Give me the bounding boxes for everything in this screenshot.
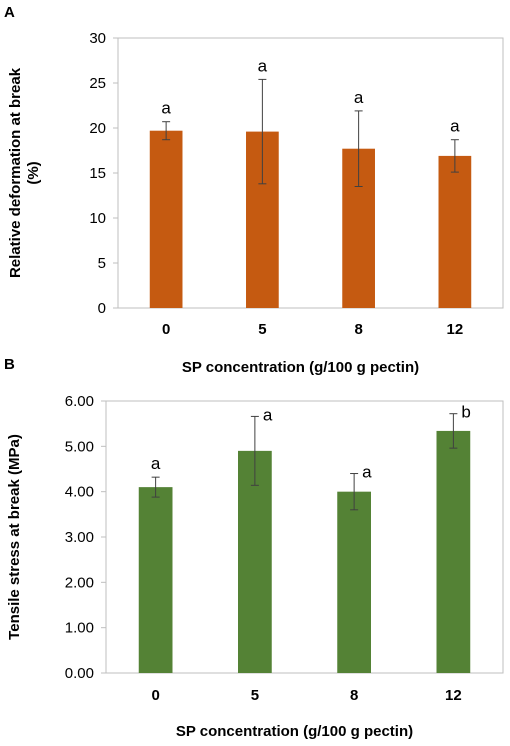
panel-b-x-axis-label: SP concentration (g/100 g pectin) bbox=[176, 723, 413, 740]
panel-a-y-tick-label: 5 bbox=[98, 255, 106, 272]
panel-letter-a: A bbox=[4, 4, 15, 21]
panel-b-y-tick-label: 2.00 bbox=[65, 574, 94, 591]
panel-b-x-tick-label-12: 12 bbox=[445, 687, 462, 704]
panel-a-error-bar-12 bbox=[450, 139, 459, 173]
panel-b-significance-12: b bbox=[461, 403, 470, 422]
panel-b-bar-12 bbox=[436, 430, 471, 673]
panel-a-x-axis-label: SP concentration (g/100 g pectin) bbox=[182, 359, 419, 376]
panel-a-y-axis-label: Relative deformation at break(%) bbox=[7, 67, 42, 278]
panel-a-bar-0 bbox=[149, 130, 183, 308]
panel-b-significance-0: a bbox=[151, 454, 161, 473]
panel-a-x-tick-label-5: 5 bbox=[258, 321, 266, 338]
panel-b-bar-5 bbox=[238, 450, 272, 673]
panel-b-significance-8: a bbox=[362, 463, 372, 482]
panel-a-y-tick-label: 25 bbox=[89, 75, 106, 92]
panel-a-x-tick-label-8: 8 bbox=[354, 321, 362, 338]
panel-a-chart: 0 5 10 15 20 25 30 a 0 a 5 a 8 a 12 SP concentration (g… bbox=[7, 30, 504, 376]
panel-a-error-bar-5 bbox=[258, 78, 267, 185]
panel-a-x-tick-label-12: 12 bbox=[447, 321, 464, 338]
panel-b-bar-8 bbox=[337, 491, 371, 673]
panel-a-y-tick-label: 15 bbox=[89, 165, 106, 182]
panel-b-x-tick-label-0: 0 bbox=[151, 687, 159, 704]
panel-b-significance-5: a bbox=[263, 405, 273, 424]
panel-a-y-tick-label: 20 bbox=[89, 120, 106, 137]
panel-b-y-tick-label: 1.00 bbox=[65, 620, 94, 637]
panel-a-y-tick-label: 30 bbox=[89, 30, 106, 47]
panel-a-significance-12: a bbox=[450, 117, 460, 136]
panel-letter-b: B bbox=[4, 356, 15, 373]
panel-b-chart: 0.00 1.00 2.00 3.00 4.00 5.00 6.00 a 0 a 5 a 8 b 12 SP … bbox=[6, 393, 504, 740]
panel-b-y-tick-label: 4.00 bbox=[65, 484, 94, 501]
panel-b-error-bar-0 bbox=[151, 476, 160, 498]
panel-b-y-axis-label: Tensile stress at break (MPa) bbox=[6, 434, 23, 640]
panel-a-x-tick-label-0: 0 bbox=[162, 321, 170, 338]
panel-b-bar-0 bbox=[138, 487, 173, 673]
panel-b-y-tick-label: 0.00 bbox=[65, 665, 94, 682]
panel-b-y-tick-label: 6.00 bbox=[65, 393, 94, 410]
panel-b-error-bar-12 bbox=[449, 413, 458, 449]
panel-a-bar-12 bbox=[438, 155, 472, 308]
panel-b-y-tick-label: 5.00 bbox=[65, 438, 94, 455]
panel-a-significance-8: a bbox=[354, 88, 364, 107]
panel-a-significance-0: a bbox=[161, 99, 171, 118]
panel-b-error-bar-8 bbox=[350, 473, 359, 511]
panel-a-y-tick-label: 10 bbox=[89, 210, 106, 227]
panel-a-y-tick-label: 0 bbox=[98, 300, 106, 317]
panel-a-error-bar-0 bbox=[162, 121, 171, 141]
panel-b-x-tick-label-8: 8 bbox=[350, 687, 358, 704]
panel-a-significance-5: a bbox=[258, 56, 268, 75]
panel-b-y-tick-label: 3.00 bbox=[65, 529, 94, 546]
panel-a-error-bar-8 bbox=[354, 110, 363, 187]
panel-b-x-tick-label-5: 5 bbox=[251, 687, 259, 704]
panel-b-error-bar-5 bbox=[250, 415, 259, 486]
